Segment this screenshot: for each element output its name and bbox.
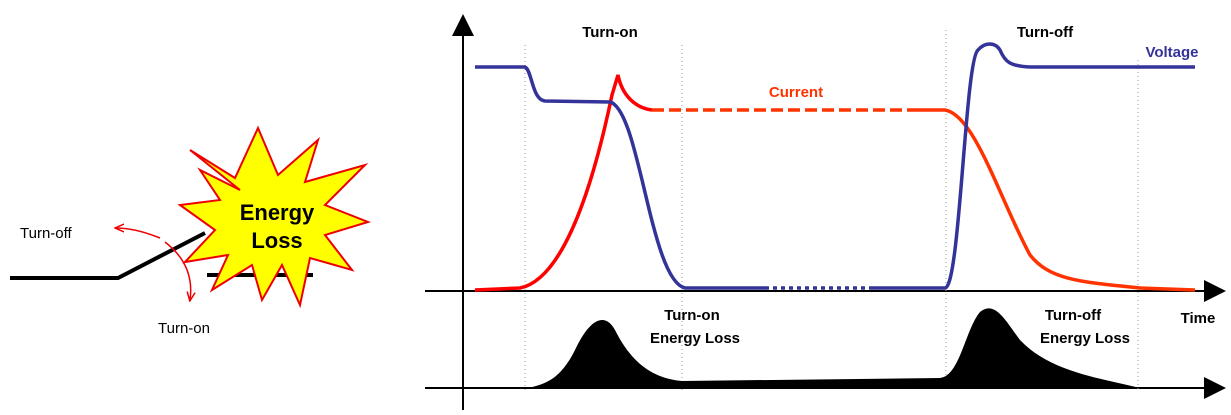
loss-label: Turn-off bbox=[1045, 307, 1102, 324]
burst-line: Loss bbox=[251, 228, 302, 253]
current-curve bbox=[915, 110, 1195, 290]
axes bbox=[425, 18, 1222, 410]
voltage-curve bbox=[475, 67, 765, 288]
current-label: Current bbox=[769, 84, 823, 101]
loss-label: Energy Loss bbox=[1040, 330, 1130, 347]
loss-label: Energy Loss bbox=[650, 330, 740, 347]
diagram: Energy Loss Turn-off Turn-on Turn-on Tur… bbox=[0, 0, 1231, 415]
current-curve bbox=[475, 75, 652, 290]
phase-label: Turn-on bbox=[582, 24, 638, 41]
time-label: Time bbox=[1181, 310, 1216, 327]
phase-label: Turn-off bbox=[1017, 24, 1074, 41]
switch-label: Turn-off bbox=[20, 225, 73, 242]
loss-label: Turn-on bbox=[664, 307, 720, 324]
switch-label: Turn-on bbox=[158, 320, 210, 337]
voltage-label: Voltage bbox=[1145, 44, 1198, 61]
voltage-curve bbox=[870, 44, 1195, 288]
burst-line: Energy bbox=[240, 200, 315, 225]
